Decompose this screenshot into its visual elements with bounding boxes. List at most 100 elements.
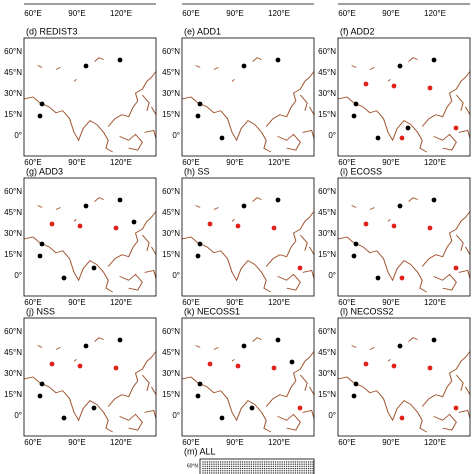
grid-dot xyxy=(257,461,259,463)
grid-dot xyxy=(277,472,279,474)
lon-tick-label: 120°E xyxy=(424,158,446,167)
lat-tick-label: 45°N xyxy=(318,348,336,357)
lat-tick-label: 0° xyxy=(14,411,22,420)
station-dot xyxy=(391,83,397,89)
grid-dot xyxy=(208,472,211,474)
grid-dot xyxy=(268,465,270,468)
lon-tick-label: 60°E xyxy=(182,158,199,167)
grid-dot xyxy=(270,463,272,465)
grid-dot xyxy=(259,463,261,465)
grid-dot xyxy=(310,463,312,465)
grid-dot xyxy=(208,465,211,468)
grid-dot xyxy=(305,463,308,465)
grid-dot xyxy=(301,467,303,470)
grid-dot xyxy=(255,470,257,472)
station-dot xyxy=(375,135,381,141)
grid-dot xyxy=(206,465,209,468)
grid-dot xyxy=(290,472,292,474)
grid-dot xyxy=(250,461,253,463)
grid-dot xyxy=(241,461,244,463)
grid-dot xyxy=(301,465,303,468)
grid-dot xyxy=(292,467,294,470)
lat-tick-label: 15°N xyxy=(318,250,336,259)
grid-dot xyxy=(290,461,292,463)
grid-dot xyxy=(288,470,290,472)
lon-tick-label: 90°E xyxy=(226,438,243,447)
grid-dot xyxy=(202,463,204,465)
lat-tick-label: 30°N xyxy=(162,89,180,98)
grid-dot xyxy=(257,463,259,465)
station-dot xyxy=(353,381,359,387)
lat-tick-label: 45°N xyxy=(318,208,336,217)
grid-dot xyxy=(219,461,222,463)
lon-tick-label: 90°E xyxy=(68,298,85,307)
grid-dot xyxy=(228,470,231,472)
grid-dot xyxy=(222,465,224,468)
grid-dot xyxy=(239,470,242,472)
lat-tick-label: 60°N xyxy=(318,327,336,336)
grid-dot xyxy=(296,465,299,468)
station-dot xyxy=(235,223,241,229)
grid-dot xyxy=(230,465,233,468)
station-dot xyxy=(397,63,403,69)
lat-tick-label: 15°N xyxy=(4,110,22,119)
lat-tick-label: 15°N xyxy=(4,390,22,399)
grid-dot xyxy=(228,461,231,463)
grid-dot xyxy=(285,463,288,465)
station-dot xyxy=(39,241,45,247)
grid-dot xyxy=(217,461,220,463)
grid-dot xyxy=(211,467,213,470)
lat-tick-label: 60°N xyxy=(318,47,336,56)
grid-dot xyxy=(281,470,283,472)
grid-dot xyxy=(305,461,308,463)
grid-dot xyxy=(263,465,266,468)
grid-dot xyxy=(272,472,275,474)
lon-tick-label: 60°E xyxy=(182,9,199,18)
grid-dot xyxy=(296,470,299,472)
grid-dot xyxy=(305,472,308,474)
station-dot xyxy=(427,365,433,371)
grid-dot xyxy=(252,461,255,463)
grid-dot xyxy=(235,467,237,470)
grid-dot xyxy=(279,470,281,472)
lat-tick-label: 30°N xyxy=(162,229,180,238)
station-dot xyxy=(271,365,277,371)
lat-tick-label: 30°N xyxy=(318,89,336,98)
grid-dot xyxy=(292,463,294,465)
grid-dot xyxy=(294,467,297,470)
map-frame xyxy=(181,37,315,157)
lon-tick-label: 120°E xyxy=(110,298,132,307)
lat-tick-label: 0° xyxy=(14,131,22,140)
lon-tick-label: 120°E xyxy=(110,9,132,18)
grid-dot xyxy=(244,461,246,463)
panel-label: (l) NECOSS2 xyxy=(340,306,394,316)
station-dot xyxy=(391,363,397,369)
grid-dot xyxy=(288,463,290,465)
grid-dot xyxy=(277,463,279,465)
grid-dot xyxy=(279,465,281,468)
grid-dot xyxy=(213,463,215,465)
grid-dot xyxy=(299,463,301,465)
lat-tick-label: 15°N xyxy=(162,390,180,399)
station-dot xyxy=(37,393,43,399)
map-frame xyxy=(337,317,471,437)
grid-dot xyxy=(228,467,231,470)
grid-dot xyxy=(211,472,213,474)
grid-dot xyxy=(250,463,253,465)
grid-dot xyxy=(213,461,215,463)
station-dot xyxy=(453,405,459,411)
station-dot xyxy=(235,363,241,369)
grid-dot xyxy=(213,465,215,468)
grid-dot xyxy=(233,472,235,474)
grid-dot xyxy=(266,465,268,468)
grid-dot xyxy=(202,470,204,472)
grid-dot xyxy=(310,465,312,468)
map-frame xyxy=(337,177,471,297)
station-dot xyxy=(117,197,123,203)
station-dot xyxy=(397,343,403,349)
grid-dot xyxy=(292,465,294,468)
grid-dot xyxy=(307,472,310,474)
grid-dot xyxy=(263,472,266,474)
grid-dot xyxy=(281,465,283,468)
grid-dot xyxy=(274,467,277,470)
